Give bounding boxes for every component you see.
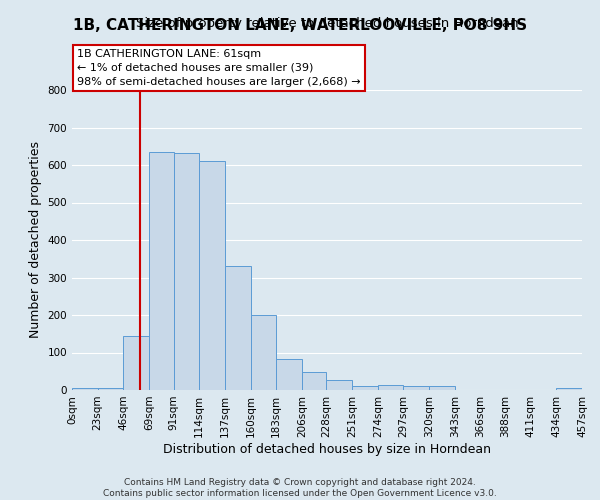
Bar: [225, 266, 251, 390]
Bar: [556, 388, 582, 390]
Bar: [326, 380, 352, 390]
Bar: [199, 161, 225, 390]
Bar: [378, 385, 403, 390]
Bar: [124, 336, 149, 390]
Text: 1B, CATHERINGTON LANE, WATERLOOVILLE, PO8 9HS: 1B, CATHERINGTON LANE, WATERLOOVILLE, PO…: [73, 18, 527, 32]
Bar: [403, 386, 429, 390]
X-axis label: Distribution of detached houses by size in Horndean: Distribution of detached houses by size …: [163, 442, 491, 456]
Text: 1B CATHERINGTON LANE: 61sqm
← 1% of detached houses are smaller (39)
98% of semi: 1B CATHERINGTON LANE: 61sqm ← 1% of deta…: [77, 49, 361, 87]
Y-axis label: Number of detached properties: Number of detached properties: [29, 142, 42, 338]
Bar: [251, 315, 276, 390]
Bar: [98, 388, 124, 390]
Bar: [352, 386, 378, 390]
Bar: [72, 388, 98, 390]
Bar: [173, 153, 199, 390]
Title: Size of property relative to detached houses in Horndean: Size of property relative to detached ho…: [136, 18, 518, 30]
Bar: [302, 372, 326, 390]
Bar: [276, 359, 302, 390]
Bar: [429, 386, 455, 390]
Text: Contains HM Land Registry data © Crown copyright and database right 2024.
Contai: Contains HM Land Registry data © Crown c…: [103, 478, 497, 498]
Bar: [149, 152, 173, 390]
